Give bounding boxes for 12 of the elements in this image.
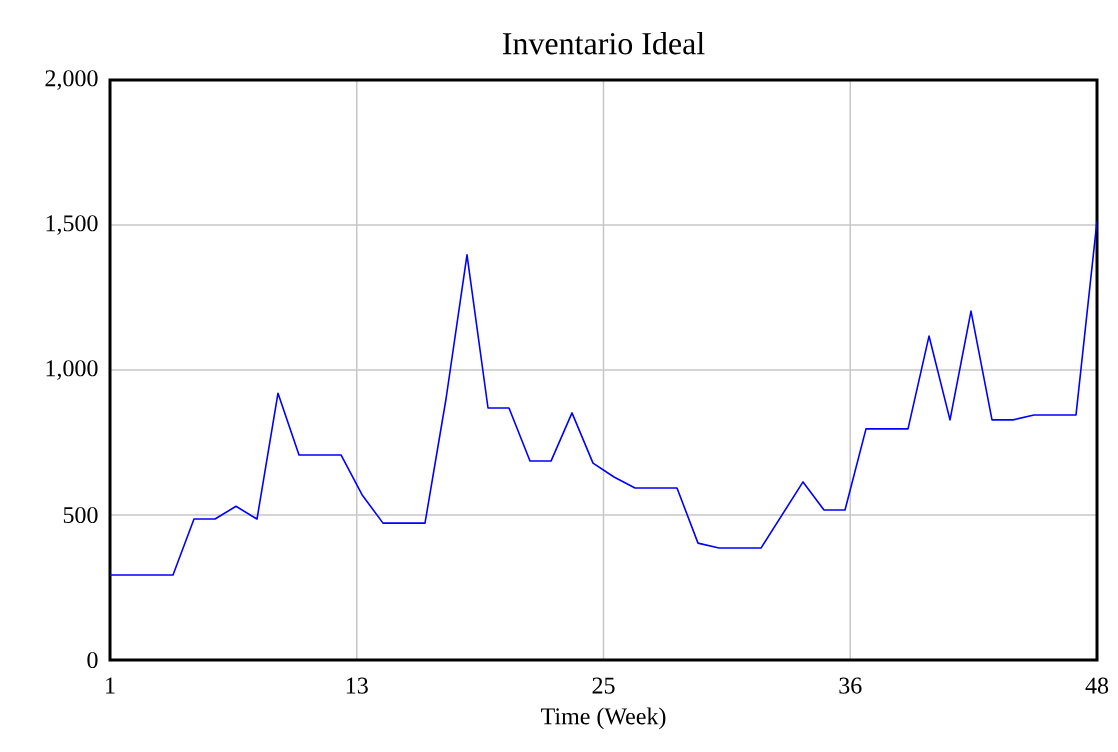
y-tick-label: 1,500 [46, 215, 98, 235]
x-tick-label: 25 [592, 677, 615, 694]
y-tick-label: 1,000 [46, 360, 98, 380]
x-tick-label: 48 [1085, 677, 1109, 694]
x-tick-label: 36 [839, 677, 862, 694]
chart-title: Inventario Ideal [502, 31, 705, 55]
y-tick-label: 2,000 [45, 70, 98, 90]
x-axis-title: Time (Week) [541, 707, 666, 730]
x-tick-label: 13 [346, 677, 368, 694]
y-tick-label: 0 [87, 651, 98, 669]
x-tick-label: 1 [106, 677, 115, 694]
y-tick-label: 500 [63, 506, 98, 524]
